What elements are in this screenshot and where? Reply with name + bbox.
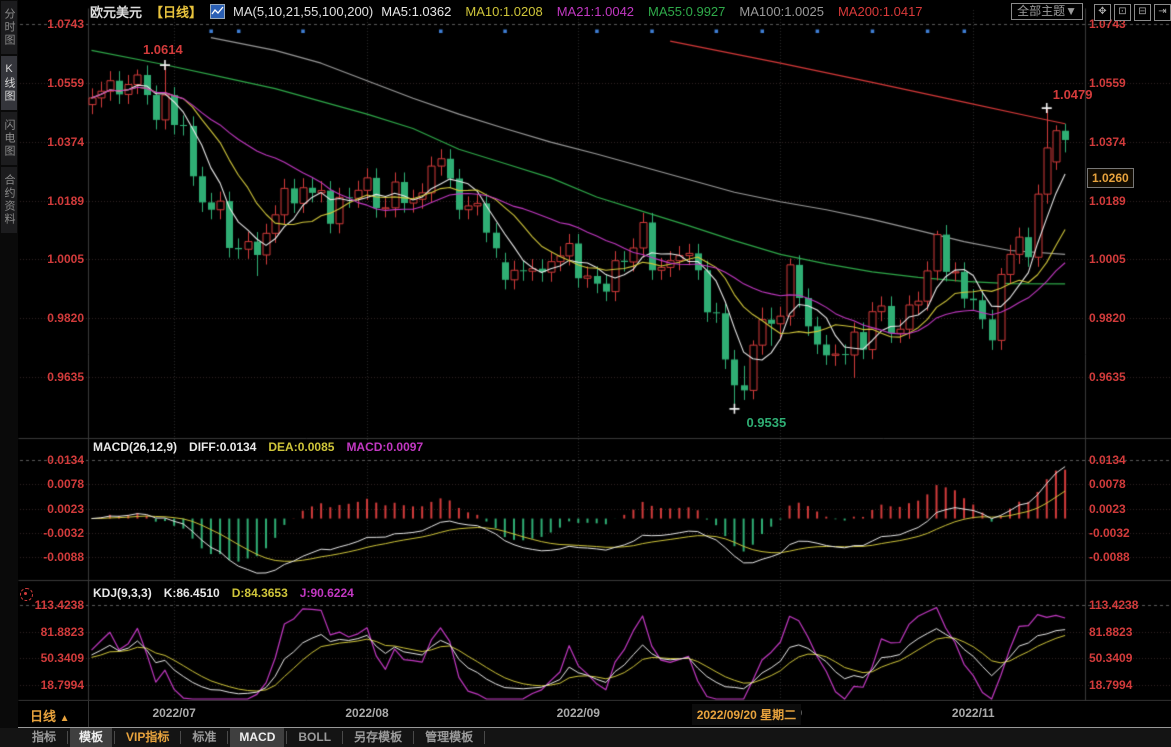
annotation-low: 0.9535 <box>746 414 787 430</box>
axis-label: 18.7994 <box>1089 678 1133 692</box>
axis-label: 0.0078 <box>47 477 84 492</box>
axis-label: 1.0559 <box>47 75 84 90</box>
period-tag: 【日线】 <box>150 4 203 20</box>
axis-label: 0.0023 <box>47 501 84 516</box>
kdj-title: KDJ(9,3,3) <box>93 586 152 600</box>
axis-label: 1.0374 <box>1089 134 1126 149</box>
ma-value-2: MA21:1.0042 <box>556 3 635 19</box>
annotation-high-2: 1.0479 <box>1052 87 1093 103</box>
axis-label: 0.0078 <box>1089 477 1126 492</box>
pop-out-icon[interactable]: ⇥ <box>1154 3 1171 21</box>
month-label: 2022/09 <box>556 706 600 720</box>
annotation-high-1: 1.0614 <box>142 42 183 58</box>
axis-label: -0.0032 <box>43 525 84 540</box>
kdj-value-1: D:84.3653 <box>231 586 288 600</box>
axis-label: 113.4238 <box>34 598 84 612</box>
sidebar-item-3[interactable]: 合约资料 <box>1 167 17 233</box>
axis-label: 50.3409 <box>40 651 84 666</box>
toolbar-tab-1[interactable]: 模板 <box>70 728 113 747</box>
axis-label: -0.0032 <box>1089 525 1130 540</box>
axis-label: -0.0088 <box>1089 550 1130 564</box>
ma-value-4: MA100:1.0025 <box>739 3 824 19</box>
axis-label: 1.0005 <box>1089 252 1126 267</box>
macd-value-1: DEA:0.0085 <box>268 440 335 454</box>
themes-dropdown-button[interactable]: 全部主题▼ <box>1011 2 1083 20</box>
axis-label: 0.9635 <box>1089 370 1126 384</box>
axis-label: 0.0134 <box>47 453 84 467</box>
toolbar-separator <box>286 731 288 744</box>
toolbar-separator <box>484 731 486 744</box>
axis-label: 1.0189 <box>1089 193 1126 208</box>
macd-value-0: DIFF:0.0134 <box>189 440 257 454</box>
toolbar-tab-7[interactable]: 管理模板 <box>425 730 474 744</box>
chart-header: 欧元美元 【日线】 MA(5,10,21,55,100,200) MA5:1.0… <box>20 0 1171 22</box>
axis-label: 0.0023 <box>1089 501 1126 516</box>
kdj-pane-header[interactable]: KDJ(9,3,3) K:86.4510 D:84.3653 J:90.6224 <box>93 586 354 600</box>
sidebar-item-1[interactable]: K线图 <box>1 56 17 110</box>
chart-type-sidebar: 分时图 K线图闪电图合约资料 <box>0 0 18 747</box>
toolbar-tab-2[interactable]: VIP指标 <box>126 730 170 744</box>
ma-chart-icon[interactable] <box>210 3 226 19</box>
axis-label: 0.9820 <box>47 311 84 326</box>
period-selector[interactable]: 日线 ▲ <box>30 709 70 724</box>
toolbar-tab-3[interactable]: 标准 <box>192 730 217 744</box>
axis-label: 0.0134 <box>1089 453 1126 467</box>
window-layout-icons: ✥ ⊡ ⊟ ⇥ <box>1091 2 1171 21</box>
axis-label: 1.0374 <box>47 134 84 149</box>
kdj-settings-icon[interactable] <box>20 588 33 601</box>
axis-label: 1.0005 <box>47 252 84 267</box>
ma-value-5: MA200:1.0417 <box>837 3 923 19</box>
macd-value-2: MACD:0.0097 <box>346 440 424 454</box>
axis-label: 113.4238 <box>1089 598 1139 612</box>
kdj-value-2: J:90.6224 <box>299 586 354 600</box>
axis-label: 50.3409 <box>1089 651 1133 666</box>
macd-title: MACD(26,12,9) <box>93 440 178 454</box>
move-pan-icon[interactable]: ✥ <box>1094 3 1111 21</box>
next-pane-icon[interactable]: ⊟ <box>1134 3 1151 21</box>
month-label: 2022/11 <box>951 706 995 720</box>
ma-value-3: MA55:0.9927 <box>648 3 726 19</box>
toolbar-tab-4[interactable]: MACD <box>230 728 285 747</box>
bottom-toolbar: 指标 模板 VIP指标 标准 MACD BOLL 另存模板 管理模板 <box>0 728 1171 747</box>
month-label: 2022/07 <box>152 706 196 720</box>
symbol-title: 欧元美元 <box>90 4 143 20</box>
toolbar-separator <box>114 731 116 744</box>
axis-divider <box>88 701 89 727</box>
toolbar-tab-6[interactable]: 另存模板 <box>354 730 403 744</box>
macd-pane-header[interactable]: MACD(26,12,9) DIFF:0.0134 DEA:0.0085 MACD:… <box>93 440 423 454</box>
ma-settings-label[interactable]: MA(5,10,21,55,100,200) <box>233 3 374 19</box>
axis-label: 81.8823 <box>1089 624 1133 639</box>
axis-label: 1.0189 <box>47 193 84 208</box>
toolbar-separator <box>413 731 415 744</box>
toolbar-separator <box>67 731 69 744</box>
toolbar-separator <box>227 731 229 744</box>
axis-label: 81.8823 <box>40 624 84 639</box>
toolbar-tab-0[interactable]: 指标 <box>32 730 57 744</box>
time-axis-row[interactable]: 日线 ▲ 2022/072022/082022/092022/102022/11… <box>18 701 1171 728</box>
fit-chart-icon[interactable]: ⊡ <box>1114 3 1131 21</box>
sidebar-item-2[interactable]: 闪电图 <box>1 112 17 165</box>
kdj-value-0: K:86.4510 <box>163 586 220 600</box>
month-label: 2022/08 <box>345 706 389 720</box>
axis-label: 0.9635 <box>47 370 84 384</box>
toolbar-separator <box>180 731 182 744</box>
toolbar-tab-5[interactable]: BOLL <box>298 730 332 744</box>
axis-label: 1.0559 <box>1089 75 1126 90</box>
axis-label: 18.7994 <box>40 678 84 692</box>
axis-label: -0.0088 <box>43 550 84 564</box>
axis-label: 0.9820 <box>1089 311 1126 326</box>
ma-value-1: MA10:1.0208 <box>465 3 543 19</box>
toolbar-separator <box>342 731 344 744</box>
crosshair-price-label: 1.0260 <box>1087 167 1134 188</box>
axis-label: 1.0743 <box>1089 17 1126 31</box>
crosshair-date-label: 2022/09/20 星期二 <box>691 704 802 725</box>
ma-values: MA5:1.0362 MA10:1.0208 MA21:1.0042 MA55:0.9… <box>381 4 922 19</box>
axis-label: 1.0743 <box>47 17 84 31</box>
ma-value-0: MA5:1.0362 <box>381 3 452 19</box>
sidebar-item-0[interactable]: 分时图 <box>1 1 17 54</box>
